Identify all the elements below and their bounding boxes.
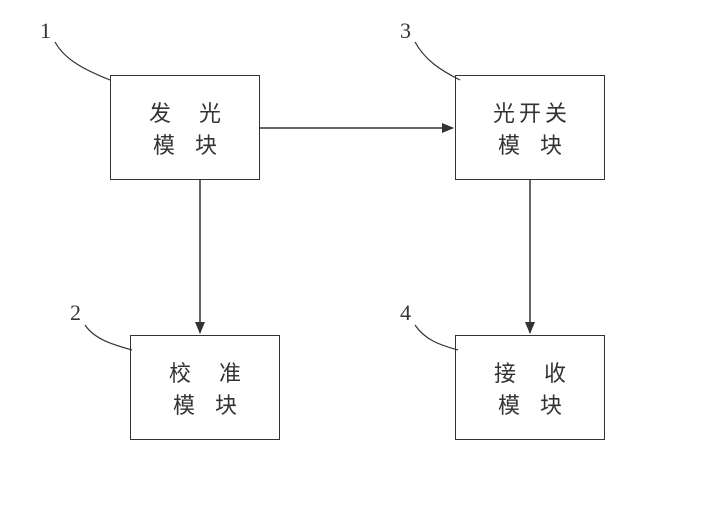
diagram-canvas: 发光 模块 光开关 模块 校准 模块 接收 模块 1 3 2 4: [0, 0, 701, 520]
callout-curve-1: [55, 42, 110, 80]
callout-curve-2: [85, 325, 132, 350]
node-line1: 接收: [466, 356, 594, 388]
node-line1: 校准: [141, 356, 269, 388]
node-calibration-module: 校准 模块: [130, 335, 280, 440]
callout-label-3: 3: [400, 18, 411, 44]
node-line2: 模块: [478, 388, 582, 420]
node-emitter-module: 发光 模块: [110, 75, 260, 180]
callout-label-4: 4: [400, 300, 411, 326]
node-line2: 模块: [133, 128, 237, 160]
node-line1: 发光: [121, 96, 249, 128]
node-optical-switch-module: 光开关 模块: [455, 75, 605, 180]
callout-label-1: 1: [40, 18, 51, 44]
node-line1: 光开关: [489, 96, 571, 128]
callout-curve-4: [415, 325, 458, 350]
node-receiver-module: 接收 模块: [455, 335, 605, 440]
callout-curve-3: [415, 42, 460, 80]
callout-label-2: 2: [70, 300, 81, 326]
node-line2: 模块: [478, 128, 582, 160]
node-line2: 模块: [153, 388, 257, 420]
